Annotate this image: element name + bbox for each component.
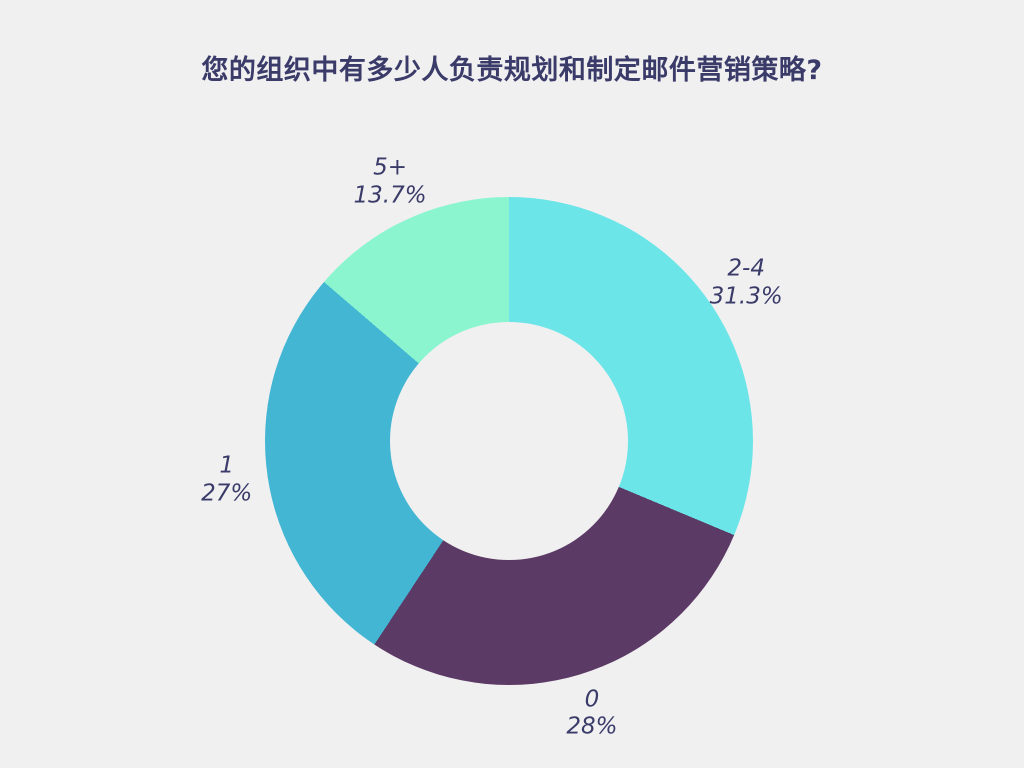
slice-percentage: 31.3%	[709, 283, 783, 310]
slice-label-1: 1 27%	[201, 453, 252, 508]
donut-hole	[390, 322, 628, 560]
slice-percentage: 13.7%	[353, 181, 427, 208]
chart-title: 您的组织中有多少人负责规划和制定邮件营销策略?	[201, 55, 823, 86]
slice-percentage: 28%	[566, 713, 618, 740]
slice-category: 5+	[373, 154, 408, 181]
slice-label-2-4: 2-4 31.3%	[710, 255, 783, 310]
donut-chart	[265, 197, 753, 685]
slice-category: 1	[219, 452, 235, 479]
slice-label-0: 0 28%	[566, 686, 617, 741]
slice-category: 2-4	[727, 255, 765, 282]
slice-label-5+: 5+ 13.7%	[354, 154, 427, 209]
slice-percentage: 27%	[201, 480, 253, 507]
slice-category: 0	[584, 686, 600, 713]
